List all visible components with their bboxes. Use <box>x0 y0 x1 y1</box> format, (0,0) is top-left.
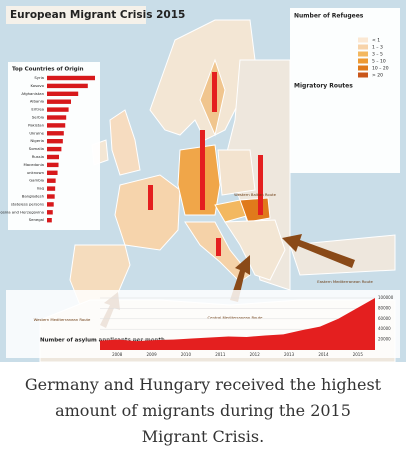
x-tick-label: 2012 <box>250 352 261 357</box>
x-tick-label: 2013 <box>284 352 295 357</box>
caption-line: amount of migrants during the 2015 <box>55 401 351 420</box>
legend-label: 3 – 5 <box>372 52 383 58</box>
origin-country: Kosovo <box>31 83 45 88</box>
origin-country: Iraq <box>37 186 45 191</box>
origin-bar <box>47 75 95 81</box>
origin-bar <box>47 123 66 128</box>
land <box>149 19 256 141</box>
legend-swatch <box>358 37 368 43</box>
land <box>217 149 256 196</box>
y-tick-label: 80000 <box>378 305 391 310</box>
origin-country: Macedonia <box>23 162 44 167</box>
origin-bar <box>47 170 58 175</box>
routes-title: Migratory Routes <box>294 83 353 90</box>
legend-swatch <box>358 65 368 71</box>
origin-bar <box>47 146 62 152</box>
origin-bar <box>47 186 56 191</box>
land <box>177 144 221 216</box>
y-tick-label: 40000 <box>378 326 391 331</box>
map: European Migrant Crisis 2015 Top Countri… <box>0 0 406 362</box>
origin-country: Afghanistan <box>21 91 44 96</box>
origin-bar <box>47 91 79 96</box>
asylum-area <box>100 298 375 350</box>
x-tick-label: 2014 <box>318 352 329 357</box>
legend-title: Number of Refugees <box>294 13 364 20</box>
origin-bar <box>47 131 64 136</box>
route-label: Eastern Mediterranean Route <box>317 279 373 284</box>
origin-country: unknown <box>27 170 45 175</box>
route-arrow <box>282 234 355 268</box>
legend-swatch <box>358 51 368 57</box>
origin-country: Gambia <box>29 178 44 183</box>
caption-line: Germany and Hungary received the highest <box>24 375 382 394</box>
origin-bar <box>47 162 59 168</box>
country-bar <box>216 238 221 256</box>
origin-country: Albania <box>30 99 44 104</box>
origin-country: Bosnia and Herzegovina <box>0 209 44 214</box>
origin-country: Ukraine <box>29 130 44 135</box>
origin-title: Top Countries of Origin <box>12 67 84 73</box>
origin-bar <box>47 210 53 215</box>
country-bar <box>148 185 153 210</box>
origin-panel <box>8 62 100 230</box>
legend-label: 1 – 3 <box>372 45 383 51</box>
y-tick-label: 60000 <box>378 316 391 321</box>
x-tick-label: 2009 <box>146 352 157 357</box>
legend-panel <box>290 8 400 173</box>
land <box>224 219 286 281</box>
origin-country: Senegal <box>29 217 44 222</box>
origin-country: Bangladesh <box>22 194 45 199</box>
origin-country: Nigeria <box>30 138 44 143</box>
legend-label: > 20 <box>372 73 383 79</box>
land <box>109 109 141 176</box>
origin-country: Pakistan <box>28 122 44 127</box>
caption-line: Migrant Crisis. <box>141 427 265 446</box>
origin-country: Eritrea <box>31 107 44 112</box>
origin-bar <box>47 139 63 144</box>
origin-country: stateless persons <box>11 201 44 206</box>
legend-swatch <box>358 44 368 50</box>
legend-swatch <box>358 58 368 64</box>
caption: Germany and Hungary received the highest… <box>0 372 406 450</box>
origin-bar <box>47 202 54 207</box>
country-bar <box>258 155 263 215</box>
origin-bar <box>47 115 67 120</box>
origin-country: Serbia <box>32 115 44 120</box>
country-bar <box>212 72 217 112</box>
legend-label: < 1 <box>372 38 380 44</box>
x-tick-label: 2008 <box>112 352 123 357</box>
origin-bar <box>47 99 71 104</box>
origin-country: Somalia <box>29 146 44 151</box>
route-label: Central Mediterranean Route <box>207 315 263 320</box>
x-tick-label: 2010 <box>181 352 192 357</box>
origin-bar <box>47 178 56 183</box>
route-label: Western Mediterranean Route <box>34 317 91 322</box>
origin-bar <box>47 218 52 223</box>
land <box>114 174 181 251</box>
route-label: Western Balkan Route <box>234 192 277 197</box>
y-tick-label: 20000 <box>378 337 391 342</box>
origin-country: Syria <box>34 75 44 80</box>
legend-label: 10 – 20 <box>372 66 389 72</box>
origin-bar <box>47 83 88 89</box>
country-bar <box>200 130 205 210</box>
x-tick-label: 2011 <box>215 352 226 357</box>
land <box>289 234 396 276</box>
y-tick-label: 100000 <box>378 295 394 300</box>
map-title: European Migrant Crisis 2015 <box>10 9 185 21</box>
origin-bar <box>47 154 59 160</box>
title-box <box>6 6 146 24</box>
origin-country: Russia <box>32 154 44 159</box>
origin-bar <box>47 194 55 199</box>
origin-bar <box>47 107 69 112</box>
legend-label: 5 – 10 <box>372 59 386 65</box>
legend-swatch <box>358 72 368 78</box>
x-tick-label: 2015 <box>353 352 364 357</box>
